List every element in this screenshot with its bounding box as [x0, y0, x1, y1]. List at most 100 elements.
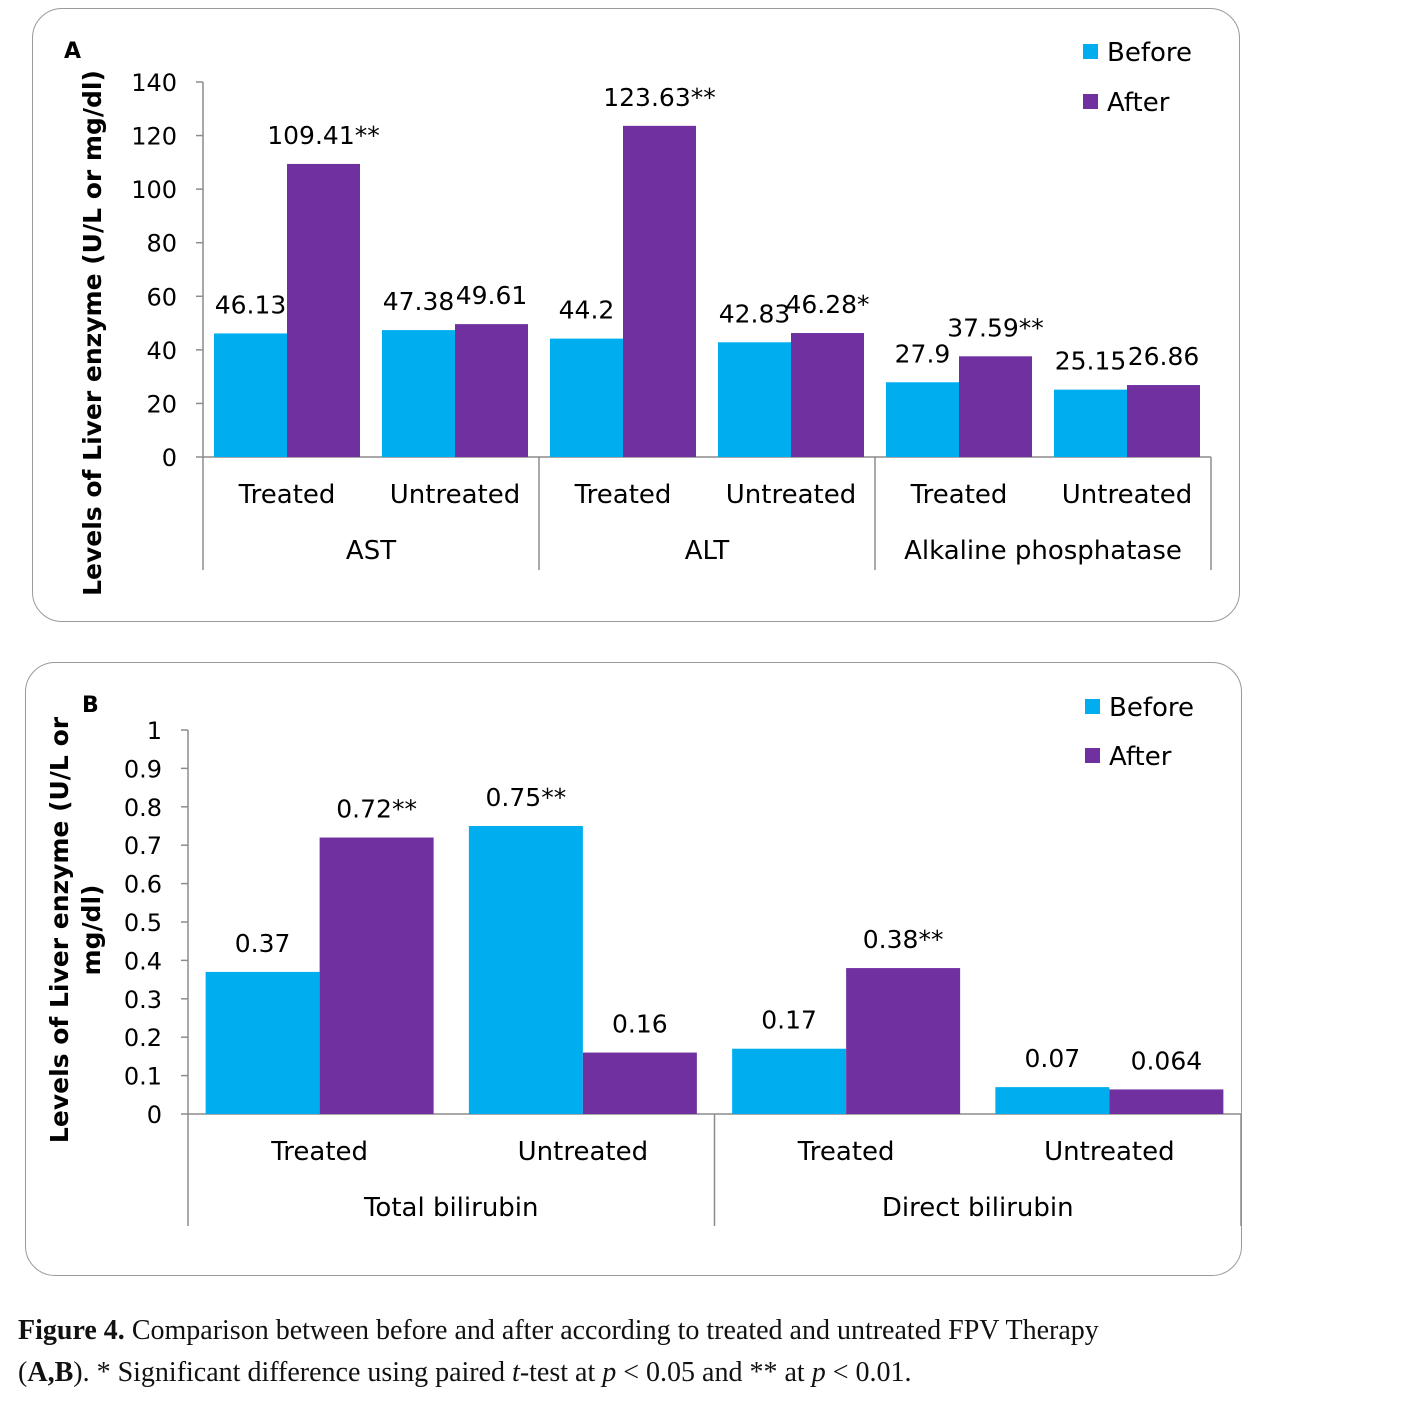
panel-a-group-label: Alkaline phosphatase	[904, 536, 1182, 566]
panel-b-y-tick-label: 1	[147, 717, 162, 745]
panel-a-y-tick-label: 120	[131, 123, 177, 151]
caption-ref-a: A	[27, 1357, 48, 1388]
caption-p2: p	[811, 1357, 826, 1388]
panel-a-category-label: Treated	[574, 480, 672, 510]
panel-a-group-label: AST	[346, 536, 396, 566]
caption-text: Comparison between before and after acco…	[131, 1315, 1099, 1346]
panel-b-y-tick-label: 0.9	[124, 755, 162, 783]
panel-a-data-label: 49.61	[456, 281, 528, 310]
panel-b-data-label: 0.75**	[486, 783, 567, 812]
panel-b-legend-swatch-before	[1085, 699, 1100, 714]
panel-b-legend-label-before: Before	[1109, 693, 1194, 723]
panel-b-data-label: 0.72**	[336, 795, 417, 824]
panel-a-category-label: Treated	[238, 480, 336, 510]
panel-a-bar-before	[1054, 389, 1127, 457]
panel-a-legend-label-before: Before	[1107, 38, 1192, 68]
panel-b-category-label: Treated	[270, 1137, 368, 1167]
panel-b-bar-after	[846, 968, 961, 1114]
panel-a-legend-swatch-after	[1083, 94, 1098, 109]
caption-mid2: -test at	[519, 1357, 603, 1388]
panel-a-y-tick-label: 140	[131, 69, 177, 97]
panel-a-legend-swatch-before	[1083, 44, 1098, 59]
panel-a-data-label: 26.86	[1128, 342, 1200, 371]
panel-b-data-label: 0.37	[235, 929, 291, 958]
panel-b-frame	[25, 662, 1242, 1276]
caption-figure-label: Figure 4.	[18, 1315, 125, 1346]
panel-b-y-tick-label: 0.8	[124, 794, 162, 822]
panel-a-data-label: 46.13	[215, 290, 287, 319]
panel-a-bar-before	[214, 333, 287, 457]
panel-b-y-tick-label: 0.7	[124, 832, 162, 860]
panel-b-data-label: 0.16	[612, 1010, 668, 1039]
panel-a-legend-label-after: After	[1107, 88, 1170, 118]
panel-a-category-label: Untreated	[726, 480, 856, 510]
panel-a-data-label: 42.83	[719, 299, 791, 328]
panel-b-label: B	[82, 693, 99, 718]
caption-line-2: (A,B). * Significant difference using pa…	[18, 1352, 1413, 1394]
panel-a-y-tick-label: 60	[146, 283, 177, 311]
panel-a-bar-before	[550, 338, 623, 457]
panel-a-label: A	[64, 39, 81, 64]
caption-comma: ,	[47, 1357, 55, 1388]
caption-paren: (	[18, 1357, 28, 1388]
panel-b-group-label: Total bilirubin	[363, 1193, 539, 1223]
caption-mid: ). * Significant difference using paired	[73, 1357, 513, 1388]
panel-a-bar-after	[455, 324, 528, 457]
panel-b-y-tick-label: 0.3	[124, 986, 162, 1014]
panel-a-data-label: 25.15	[1055, 347, 1127, 376]
caption-ref-b: B	[54, 1357, 74, 1388]
panel-b-y-tick-label: 0.2	[124, 1024, 162, 1052]
panel-b-bar-before	[468, 826, 583, 1114]
panel-a-y-axis-title: Levels of Liver enzyme (U/L or mg/dl)	[78, 70, 107, 596]
panel-b-data-label: 0.07	[1025, 1044, 1081, 1073]
panel-a-data-label: 47.38	[383, 287, 455, 316]
caption-t: t	[512, 1357, 520, 1388]
panel-b-bar-before	[995, 1087, 1110, 1114]
panel-b-data-label: 0.17	[761, 1006, 817, 1035]
panel-b-legend-swatch-after	[1085, 748, 1100, 763]
panel-b-bar-before	[732, 1048, 847, 1114]
panel-a-bar-after	[791, 333, 864, 457]
panel-a-data-label: 123.63**	[603, 83, 715, 112]
panel-a-category-label: Untreated	[390, 480, 520, 510]
panel-b-group-label: Direct bilirubin	[882, 1193, 1074, 1223]
panel-a-y-tick-label: 80	[146, 230, 177, 258]
figure-charts: A Levels of Liver enzyme (U/L or mg/dl) 0 2…	[45, 38, 1242, 1226]
caption-line-1: Figure 4. Comparison between before and …	[18, 1310, 1413, 1352]
panel-a-bar-after	[959, 356, 1032, 457]
panel-b-y-tick-label: 0.1	[124, 1063, 162, 1091]
panel-b-category-label: Treated	[797, 1137, 895, 1167]
panel-a-bar-before	[382, 330, 455, 457]
panel-a-category-label: Untreated	[1062, 480, 1192, 510]
panel-b-bar-after	[1109, 1089, 1224, 1114]
panel-a-category-label: Treated	[910, 480, 1008, 510]
panel-b-category-label: Untreated	[518, 1137, 648, 1167]
panel-a-data-label: 44.2	[559, 296, 615, 325]
panel-b-y-tick-label: 0.4	[124, 947, 162, 975]
panel-b-bar-after	[319, 837, 434, 1114]
panel-b-y-tick-label: 0.6	[124, 871, 162, 899]
panel-b-y-tick-label: 0	[147, 1101, 162, 1129]
panel-a-y-tick-label: 40	[146, 337, 177, 365]
figure-caption: Figure 4. Comparison between before and …	[18, 1310, 1413, 1394]
panel-a-bar-before	[718, 342, 791, 457]
caption-end: < 0.01.	[825, 1357, 912, 1388]
panel-a-data-label: 27.9	[895, 339, 951, 368]
panel-b-bar-after	[582, 1052, 697, 1114]
panel-b-data-label: 0.38**	[863, 925, 944, 954]
panel-a-data-label: 46.28*	[785, 290, 869, 319]
panel-b-y-axis-title: Levels of Liver enzyme (U/L or	[45, 716, 74, 1143]
panel-a-y-tick-label: 20	[146, 390, 177, 418]
panel-a-group-label: ALT	[685, 536, 730, 566]
panel-a-bar-after	[623, 125, 696, 458]
panel-a-bar-after	[287, 163, 360, 457]
panel-a-bar-before	[886, 382, 959, 457]
panel-b-category-label: Untreated	[1044, 1137, 1174, 1167]
panel-a-y-tick-label: 0	[162, 444, 177, 472]
panel-b-data-label: 0.064	[1131, 1046, 1203, 1075]
caption-p1: p	[602, 1357, 617, 1388]
panel-b-y-tick-label: 0.5	[124, 909, 162, 937]
panel-a-y-tick-label: 100	[131, 176, 177, 204]
panel-a-data-label: 109.41**	[267, 121, 379, 150]
panel-a-bar-after	[1127, 385, 1200, 457]
